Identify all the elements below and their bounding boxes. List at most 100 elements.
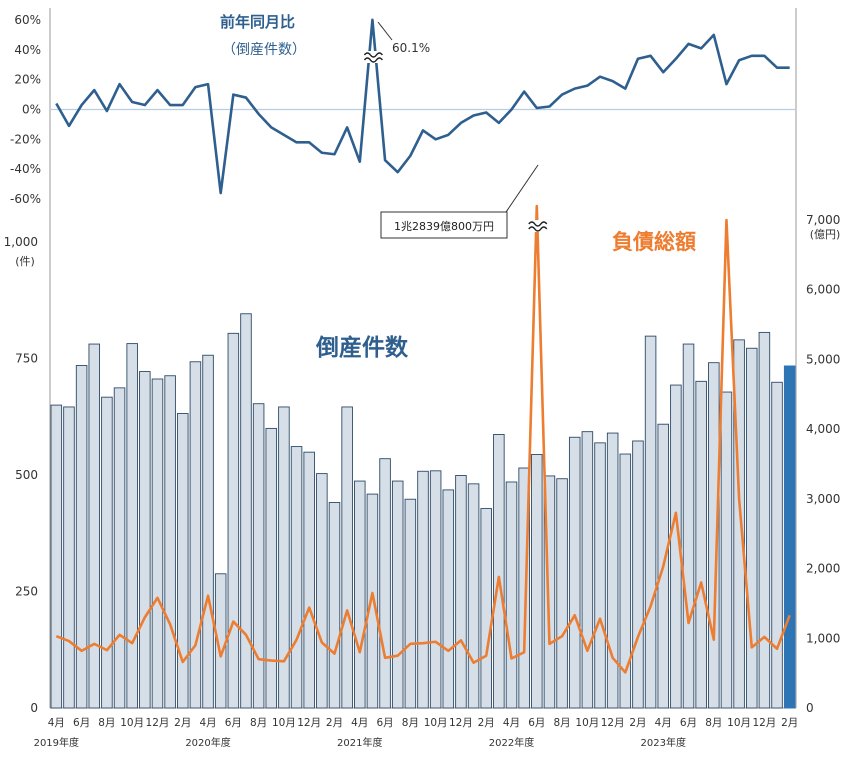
bar-27 xyxy=(380,459,391,708)
bar-5 xyxy=(102,397,113,708)
debt-y-tick: 4,000 xyxy=(806,422,840,436)
bar-58 xyxy=(772,382,783,708)
x-tick-label: 8月 xyxy=(250,717,267,729)
x-tick-label: 4月 xyxy=(655,717,672,729)
debt-y-tick: 3,000 xyxy=(806,492,840,506)
bar-57 xyxy=(759,332,770,708)
top-peak-annotation: 60.1% xyxy=(392,41,430,55)
x-tick-label: 6月 xyxy=(528,717,545,729)
y-left-unit-label: (件) xyxy=(15,255,35,268)
debt-y-tick: 5,000 xyxy=(806,352,840,366)
bar-35 xyxy=(481,509,492,708)
bar-41 xyxy=(557,479,568,708)
x-tick-label: 12月 xyxy=(297,717,321,729)
bar-y-tick: 1,000 xyxy=(4,235,38,249)
x-tick-label: 8月 xyxy=(553,717,570,729)
yoy-y-tick: 60% xyxy=(14,13,41,27)
x-tick-label: 4月 xyxy=(48,717,65,729)
x-tick-label: 8月 xyxy=(402,717,419,729)
debt-annotation: 1兆2839億800万円 xyxy=(394,220,494,233)
x-tick-label: 6月 xyxy=(376,717,393,729)
bar-15 xyxy=(228,333,239,708)
bar-2 xyxy=(64,407,75,708)
top-chart-title: 前年同月比 xyxy=(220,13,295,31)
bar-11 xyxy=(177,413,188,708)
x-tick-label: 12月 xyxy=(449,717,473,729)
bar-y-tick: 750 xyxy=(15,352,38,366)
bar-43 xyxy=(582,432,593,708)
yoy-y-tick: 40% xyxy=(14,43,41,57)
bar-30 xyxy=(418,471,429,708)
bar-45 xyxy=(607,433,618,708)
bar-51 xyxy=(683,344,694,708)
bar-47 xyxy=(633,441,644,708)
bar-y-tick: 250 xyxy=(15,585,38,599)
bar-12 xyxy=(190,362,201,708)
x-tick-label: 4月 xyxy=(503,717,520,729)
bar-series-label: 倒産件数 xyxy=(315,334,409,361)
x-tick-label: 4月 xyxy=(199,717,216,729)
yoy-y-tick: 0% xyxy=(22,103,41,117)
fiscal-year-label: 2019年度 xyxy=(34,736,79,749)
debt-y-tick: 0 xyxy=(806,701,814,715)
axis-break-marks xyxy=(363,51,546,232)
debt-y-tick: 6,000 xyxy=(806,283,840,297)
y-right-unit-label: (億円) xyxy=(810,228,841,241)
fiscal-year-label: 2020年度 xyxy=(185,736,230,749)
x-tick-label: 6月 xyxy=(73,717,90,729)
bar-56 xyxy=(746,348,757,708)
bar-24 xyxy=(342,407,353,708)
bar-7 xyxy=(127,344,138,708)
bar-17 xyxy=(253,404,264,708)
bar-54 xyxy=(721,392,732,708)
bar-59 xyxy=(784,366,795,708)
x-tick-label: 2月 xyxy=(326,717,343,729)
bar-1 xyxy=(51,405,62,708)
bar-36 xyxy=(494,434,505,708)
x-tick-label: 12月 xyxy=(601,717,625,729)
x-tick-label: 10月 xyxy=(120,717,144,729)
bar-8 xyxy=(140,372,151,708)
bar-26 xyxy=(367,494,378,708)
bar-29 xyxy=(405,499,416,708)
bar-44 xyxy=(595,443,606,708)
bar-series xyxy=(51,314,795,708)
x-tick-label: 2月 xyxy=(478,717,495,729)
x-tick-label: 8月 xyxy=(98,717,115,729)
fiscal-year-label: 2021年度 xyxy=(337,736,382,749)
bar-25 xyxy=(354,481,365,708)
x-tick-label: 10月 xyxy=(272,717,296,729)
x-tick-label: 2月 xyxy=(629,717,646,729)
x-tick-label: 2月 xyxy=(174,717,191,729)
bar-20 xyxy=(291,447,302,708)
yoy-y-tick: -60% xyxy=(10,192,41,206)
debt-y-tick: 7,000 xyxy=(806,213,840,227)
x-tick-label: 10月 xyxy=(575,717,599,729)
bar-10 xyxy=(165,376,176,708)
bar-6 xyxy=(114,388,125,708)
bar-y-tick: 500 xyxy=(15,468,38,482)
fiscal-year-label: 2022年度 xyxy=(489,736,534,749)
bar-19 xyxy=(279,407,290,708)
x-tick-label: 10月 xyxy=(424,717,448,729)
bar-28 xyxy=(392,481,403,708)
bar-23 xyxy=(329,502,340,708)
debt-annotation-leader xyxy=(502,165,538,218)
x-tick-label: 8月 xyxy=(705,717,722,729)
x-tick-label: 12月 xyxy=(146,717,170,729)
yoy-annotation-leader xyxy=(378,22,392,40)
bar-y-tick: 0 xyxy=(30,701,38,715)
yoy-y-tick: -20% xyxy=(10,132,41,146)
bar-3 xyxy=(76,365,87,708)
bar-48 xyxy=(645,336,656,708)
bar-52 xyxy=(696,381,707,708)
bar-42 xyxy=(569,437,580,708)
bar-16 xyxy=(241,314,252,708)
debt-y-tick: 2,000 xyxy=(806,562,840,576)
top-chart-subtitle: （倒産件数） xyxy=(222,42,306,58)
fiscal-year-label: 2023年度 xyxy=(641,736,686,749)
x-tick-label: 6月 xyxy=(225,717,242,729)
line-series-label: 負債総額 xyxy=(612,230,696,254)
bar-4 xyxy=(89,344,100,708)
